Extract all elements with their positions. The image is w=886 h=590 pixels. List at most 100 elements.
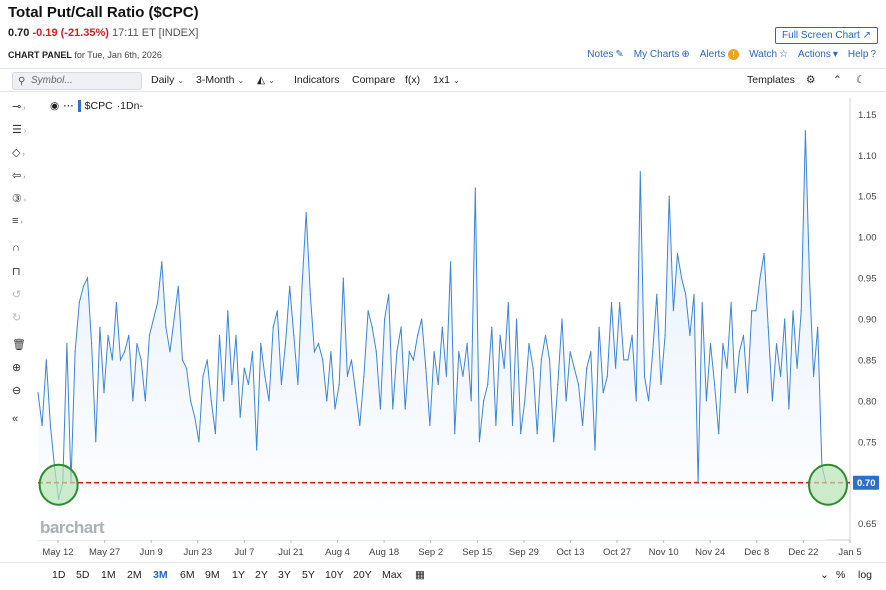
range-button-5y[interactable]: 5Y [302, 569, 315, 581]
data-point [190, 400, 192, 402]
data-point [235, 334, 237, 336]
my-charts-link[interactable]: My Charts ⊕ [634, 49, 690, 60]
range-button-3y[interactable]: 3Y [278, 569, 291, 581]
y-tick-label: 0.85 [858, 355, 877, 366]
x-tick-label: Sep 15 [462, 547, 492, 558]
range-button-3m[interactable]: 3M [153, 569, 168, 581]
help-icon: ? [870, 49, 876, 60]
data-point [528, 343, 530, 345]
last-value-label: 0.70 [857, 478, 876, 489]
pattern-tool-icon[interactable]: ≡ › [12, 215, 23, 227]
data-point [577, 383, 580, 386]
data-point [553, 441, 555, 443]
data-point [408, 351, 410, 353]
range-button-2m[interactable]: 2M [127, 569, 142, 581]
data-point [615, 367, 617, 369]
plus-circle-icon: ⊕ [681, 49, 690, 60]
period-dropdown[interactable]: 3-Month ⌄ [196, 74, 244, 86]
actions-menu[interactable]: Actions ▾ [798, 49, 838, 60]
panel-title: CHART PANEL [8, 50, 72, 60]
undo-icon[interactable]: ↺ [12, 289, 22, 301]
arrow-tool-icon[interactable]: ⇦ › [12, 170, 26, 182]
range-button-1d[interactable]: 1D [52, 569, 66, 581]
data-point [161, 261, 163, 263]
data-point [800, 310, 802, 312]
watch-link[interactable]: Watch ☆ [749, 49, 788, 60]
data-point [107, 334, 109, 336]
more-icon[interactable]: ⋯ [63, 100, 74, 112]
data-point [214, 433, 216, 435]
trash-icon[interactable]: 🗑 [12, 339, 26, 351]
data-point [239, 416, 241, 418]
data-point [45, 359, 47, 361]
chart-canvas[interactable]: 1.15 1.10 1.05 1.00 0.95 0.90 0.85 0.80 0.75 0.65… [0, 92, 886, 560]
dark-mode-moon-icon[interactable]: ☾ [856, 74, 866, 86]
data-point [808, 277, 811, 279]
range-button-1y[interactable]: 1Y [232, 569, 245, 581]
full-screen-chart-button[interactable]: Full Screen Chart ↗ [775, 27, 878, 44]
chart-type-dropdown[interactable]: ◭ ⌄ [257, 74, 275, 86]
data-point [169, 351, 171, 353]
drawing-tools: ⊸ › ☰ › ◇ › ⇦ › ③ › ≡ › ∩ ⊓ ↺ ↻ 🗑 ⊕ ⊖ « [0, 96, 36, 536]
range-button-2y[interactable]: 2Y [255, 569, 268, 581]
lock-icon[interactable]: ⊓ [12, 266, 21, 278]
line-tool-icon[interactable]: ⊸ › [12, 101, 26, 113]
interval-label: Daily [151, 74, 175, 86]
range-button-max[interactable]: Max [382, 569, 402, 581]
range-button-1m[interactable]: 1M [101, 569, 116, 581]
magnet-icon[interactable]: ∩ [12, 242, 20, 254]
data-point [74, 351, 76, 353]
eye-icon[interactable]: ◉ [50, 100, 60, 112]
templates-button[interactable]: Templates [747, 74, 795, 86]
data-point [140, 359, 142, 361]
range-button-5d[interactable]: 5D [76, 569, 90, 581]
chevron-down-icon: ⌄ [177, 76, 185, 85]
data-point [421, 318, 423, 320]
collapse-icon[interactable]: ⌃ [833, 74, 842, 86]
legend-interval: ·1Dn- [116, 100, 143, 112]
chevron-down-icon: ⌄ [268, 76, 275, 85]
settings-gear-icon[interactable]: ⚙ [806, 74, 816, 86]
data-point [313, 351, 315, 353]
fib-tool-icon[interactable]: ☰ › [12, 124, 27, 136]
fx-button[interactable]: f(x) [405, 74, 421, 86]
data-point [627, 359, 629, 361]
shapes-tool-icon[interactable]: ◇ › [12, 147, 25, 159]
help-link[interactable]: Help? [848, 49, 876, 60]
panel-date: for Tue, Jan 6th, 2026 [74, 50, 162, 60]
data-point [784, 318, 786, 320]
data-point [309, 293, 311, 295]
highlight-circle-left [38, 463, 79, 506]
layout-dropdown[interactable]: 1x1 ⌄ [433, 74, 460, 86]
zoom-out-icon[interactable]: ⊖ [12, 385, 22, 397]
range-button-6m[interactable]: 6M [180, 569, 195, 581]
percent-toggle[interactable]: % [836, 569, 846, 581]
symbol-search-input[interactable]: ⚲ Symbol... [12, 72, 142, 90]
data-point [606, 375, 608, 377]
y-tick-label: 0.90 [858, 315, 877, 326]
range-button-9m[interactable]: 9M [205, 569, 220, 581]
data-point [384, 318, 386, 320]
data-point [454, 433, 456, 435]
range-button-20y[interactable]: 20Y [353, 569, 372, 581]
zoom-in-icon[interactable]: ⊕ [12, 362, 22, 374]
redo-icon[interactable]: ↻ [12, 312, 22, 324]
compare-button[interactable]: Compare [352, 74, 396, 86]
calendar-icon[interactable]: ▦ [415, 569, 425, 581]
data-point [99, 326, 101, 328]
counter-tool-icon[interactable]: ③ › [12, 193, 27, 205]
data-point [223, 400, 225, 402]
data-point [185, 367, 188, 369]
log-toggle[interactable]: log [858, 569, 873, 581]
collapse-toolbar-icon[interactable]: « [12, 413, 19, 425]
range-button-10y[interactable]: 10Y [325, 569, 344, 581]
data-point [660, 383, 662, 386]
interval-dropdown[interactable]: Daily ⌄ [151, 74, 184, 86]
x-tick-label: Sep 29 [509, 547, 539, 558]
indicators-button[interactable]: Indicators [294, 74, 340, 86]
x-tick-label: Aug 18 [369, 547, 399, 558]
scroll-chevron-icon[interactable]: ⌄ [820, 569, 829, 581]
edit-icon: ✎ [615, 49, 624, 60]
alerts-link[interactable]: Alerts ! [700, 49, 740, 60]
notes-link[interactable]: Notes ✎ [587, 49, 624, 60]
